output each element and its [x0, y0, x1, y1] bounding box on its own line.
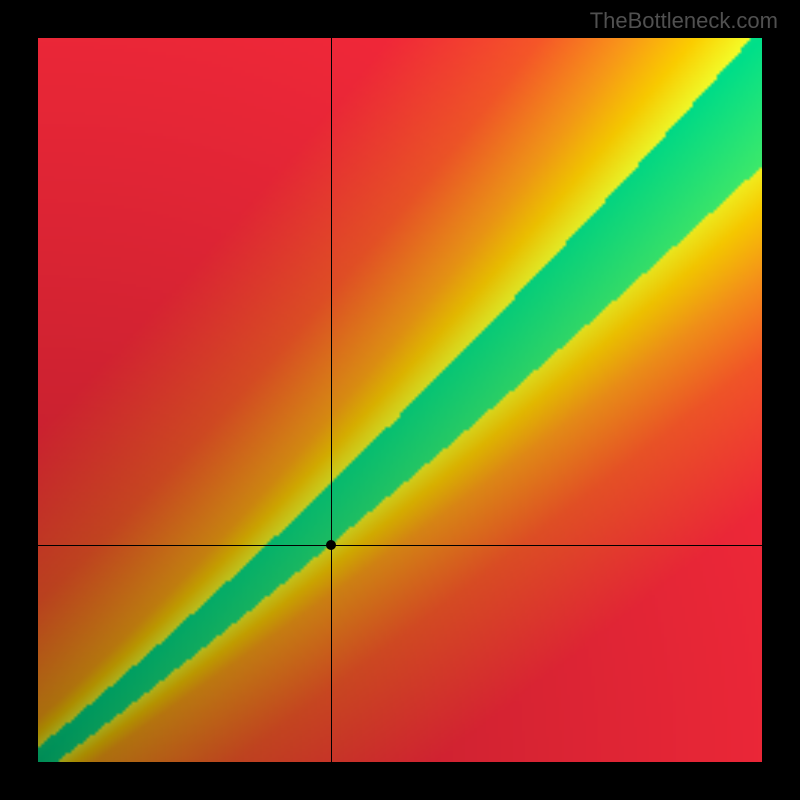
crosshair-vertical	[331, 38, 332, 762]
heatmap-canvas	[38, 38, 762, 762]
crosshair-horizontal	[38, 545, 762, 546]
crosshair-marker	[326, 540, 336, 550]
watermark-text: TheBottleneck.com	[590, 8, 778, 34]
plot-area	[38, 38, 762, 762]
